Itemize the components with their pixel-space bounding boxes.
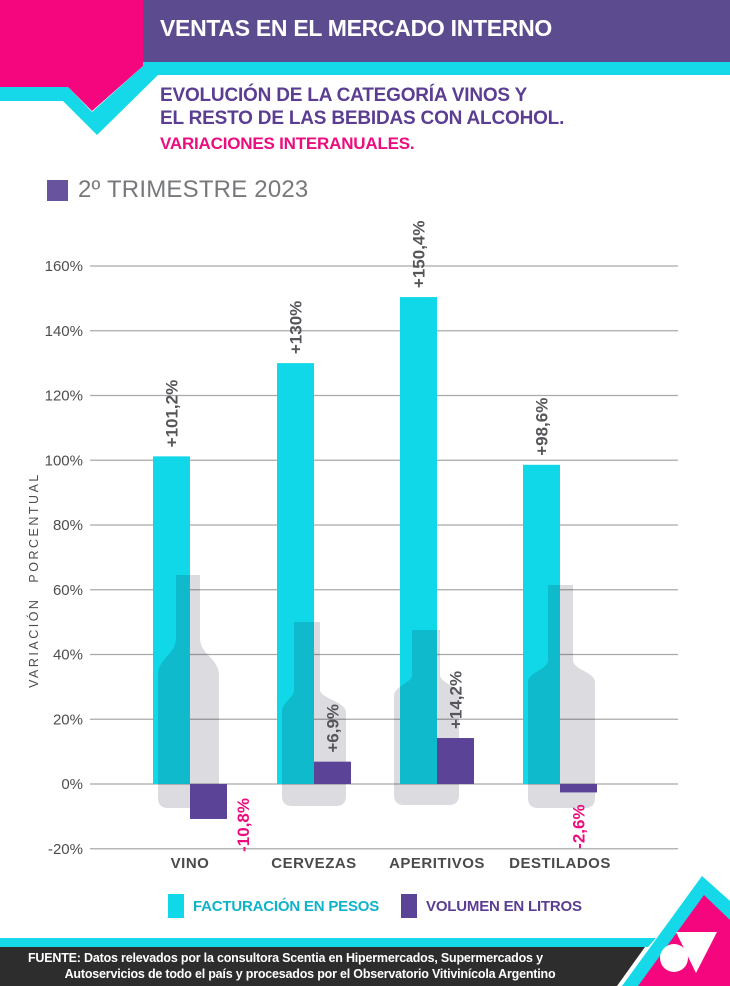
svg-text:VINO: VINO [171, 855, 210, 872]
source-text-line-1: FUENTE: Datos relevados por la consultor… [28, 951, 543, 965]
period-bullet-square [47, 179, 68, 201]
svg-text:+98,6%: +98,6% [533, 398, 552, 456]
chart-area: 160% 140% 120% 100% 80% 60% 40% 20% 0% -20% VARIA… [0, 200, 730, 900]
legend-item-volumen: VOLUMEN EN LITROS [401, 894, 582, 918]
svg-text:+150,4%: +150,4% [410, 220, 429, 288]
svg-text:+101,2%: +101,2% [163, 380, 182, 448]
purple-banner [143, 0, 730, 62]
subtitle-tagline: VARIACIONES INTERANUALES. [160, 134, 415, 153]
legend-item-facturacion: FACTURACIÓN EN PESOS [168, 894, 379, 918]
chart-legend: FACTURACIÓN EN PESOS VOLUMEN EN LITROS [168, 894, 582, 918]
category-labels: VINO CERVEZAS APERITIVOS DESTILADOS [171, 855, 611, 872]
volumen-bar-DESTILADOS [560, 784, 597, 793]
svg-text:-20%: -20% [48, 841, 83, 858]
beer-bottle-icon [282, 622, 346, 806]
corner-decoration [622, 876, 730, 986]
volumen-bars [190, 738, 597, 819]
footer-cyan-stripe [0, 938, 656, 947]
period-label: 2º TRIMESTRE 2023 [78, 176, 309, 203]
spirits-bottle-icon [528, 585, 595, 808]
svg-text:+130%: +130% [287, 301, 306, 354]
bar-chart: 160% 140% 120% 100% 80% 60% 40% 20% 0% -20% VARIA… [26, 220, 678, 872]
logo-wine-glass-triangle [676, 932, 717, 973]
svg-text:120%: 120% [45, 388, 83, 405]
period-row: 2º TRIMESTRE 2023 [47, 176, 308, 204]
volumen-label: VOLUMEN EN LITROS [426, 897, 582, 915]
y-axis-tick-labels: 160% 140% 120% 100% 80% 60% 40% 20% 0% -20% [45, 258, 83, 858]
svg-text:CERVEZAS: CERVEZAS [271, 855, 356, 872]
svg-text:100%: 100% [45, 452, 83, 469]
svg-text:20%: 20% [53, 711, 83, 728]
svg-text:60%: 60% [53, 582, 83, 599]
svg-text:DESTILADOS: DESTILADOS [509, 855, 611, 872]
volumen-swatch [401, 894, 418, 918]
subtitle-line-1: EVOLUCIÓN DE LA CATEGORÍA VINOS Y [160, 85, 528, 106]
bar-value-labels: +101,2% -10,8% +130% +6,9% +150,4% +14,2% +98,… [163, 220, 589, 851]
logo-circle [660, 944, 688, 972]
footer-source-bar [0, 947, 645, 986]
facturacion-label: FACTURACIÓN EN PESOS [193, 897, 380, 915]
source-text-line-2: Autoservicios de todo el país y procesad… [64, 967, 556, 981]
svg-text:-2,6%: -2,6% [570, 804, 589, 848]
svg-text:80%: 80% [53, 517, 83, 534]
svg-text:40%: 40% [53, 647, 83, 664]
wine-bottle-icon [158, 575, 219, 808]
svg-text:+14,2%: +14,2% [447, 671, 466, 729]
svg-text:140%: 140% [45, 323, 83, 340]
y-axis-title: VARIACIÓN PORCENTUAL [26, 472, 41, 688]
cyan-ribbon [0, 62, 730, 135]
subtitle-line-2: EL RESTO DE LAS BEBIDAS CON ALCOHOL. [160, 108, 565, 129]
svg-text:APERITIVOS: APERITIVOS [389, 855, 485, 872]
svg-text:0%: 0% [61, 776, 83, 793]
chart-subtitle: EVOLUCIÓN DE LA CATEGORÍA VINOS Y EL RES… [160, 84, 640, 130]
pink-ribbon [0, 0, 143, 111]
volumen-bar-VINO [190, 784, 227, 819]
volumen-bar-CERVEZAS [314, 761, 351, 784]
page-title: VENTAS EN EL MERCADO INTERNO [160, 15, 553, 41]
volumen-bar-APERITIVOS [437, 738, 474, 784]
svg-text:+6,9%: +6,9% [324, 704, 343, 753]
svg-text:-10,8%: -10,8% [234, 798, 253, 852]
facturacion-swatch [168, 894, 184, 918]
svg-text:160%: 160% [45, 258, 83, 275]
header-ribbon [0, 0, 730, 135]
